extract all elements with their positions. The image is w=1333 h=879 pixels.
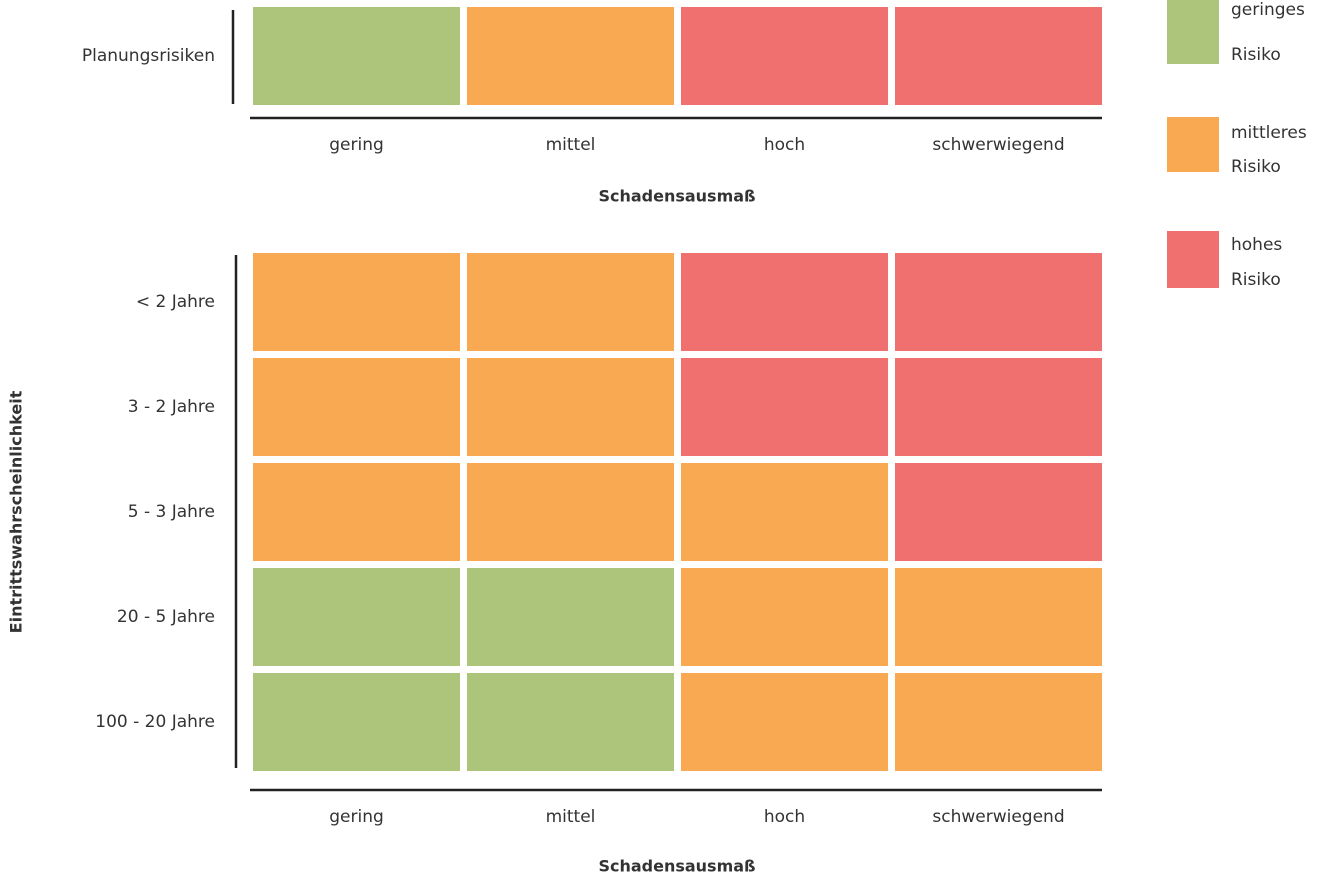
cell <box>467 253 674 351</box>
cell <box>253 253 460 351</box>
cell <box>895 7 1102 105</box>
legend-swatch <box>1167 0 1219 64</box>
legend-label: hohes <box>1231 235 1282 255</box>
column-label: mittel <box>546 807 596 827</box>
column-label: gering <box>329 135 384 155</box>
legend-swatch <box>1167 117 1219 172</box>
row-label: 100 - 20 Jahre <box>95 712 215 732</box>
cell <box>253 673 460 771</box>
cell <box>681 358 888 456</box>
cell <box>253 463 460 561</box>
column-label: hoch <box>764 135 805 155</box>
row-label: < 2 Jahre <box>136 292 215 312</box>
legend-swatch <box>1167 231 1219 288</box>
legend-label: Risiko <box>1231 45 1281 65</box>
cell <box>895 568 1102 666</box>
cell <box>681 568 888 666</box>
row-label: 3 - 2 Jahre <box>128 397 215 417</box>
y-axis-title: Eintrittswahrscheinlichkeit <box>7 390 26 633</box>
legend-label: Risiko <box>1231 270 1281 290</box>
cell <box>253 7 460 105</box>
cell <box>895 673 1102 771</box>
x-axis-title: Schadensausmaß <box>598 857 755 876</box>
row-label: 5 - 3 Jahre <box>128 502 215 522</box>
cell <box>681 253 888 351</box>
cell <box>467 673 674 771</box>
cell <box>681 7 888 105</box>
column-label: mittel <box>546 135 596 155</box>
legend-label: mittleres <box>1231 123 1307 143</box>
row-label: 20 - 5 Jahre <box>117 607 215 627</box>
column-label: gering <box>329 807 384 827</box>
row-label: Planungsrisiken <box>82 46 215 66</box>
legend-label: geringes <box>1231 0 1305 20</box>
cell <box>467 7 674 105</box>
legend-label: Risiko <box>1231 157 1281 177</box>
column-label: schwerwiegend <box>932 135 1064 155</box>
column-label: hoch <box>764 807 805 827</box>
cell <box>895 253 1102 351</box>
column-label: schwerwiegend <box>932 807 1064 827</box>
cell <box>253 568 460 666</box>
x-axis-title: Schadensausmaß <box>598 187 755 206</box>
cell <box>467 463 674 561</box>
cell <box>895 463 1102 561</box>
cell <box>467 568 674 666</box>
cell <box>681 463 888 561</box>
cell <box>467 358 674 456</box>
cell <box>253 358 460 456</box>
cell <box>895 358 1102 456</box>
cell <box>681 673 888 771</box>
